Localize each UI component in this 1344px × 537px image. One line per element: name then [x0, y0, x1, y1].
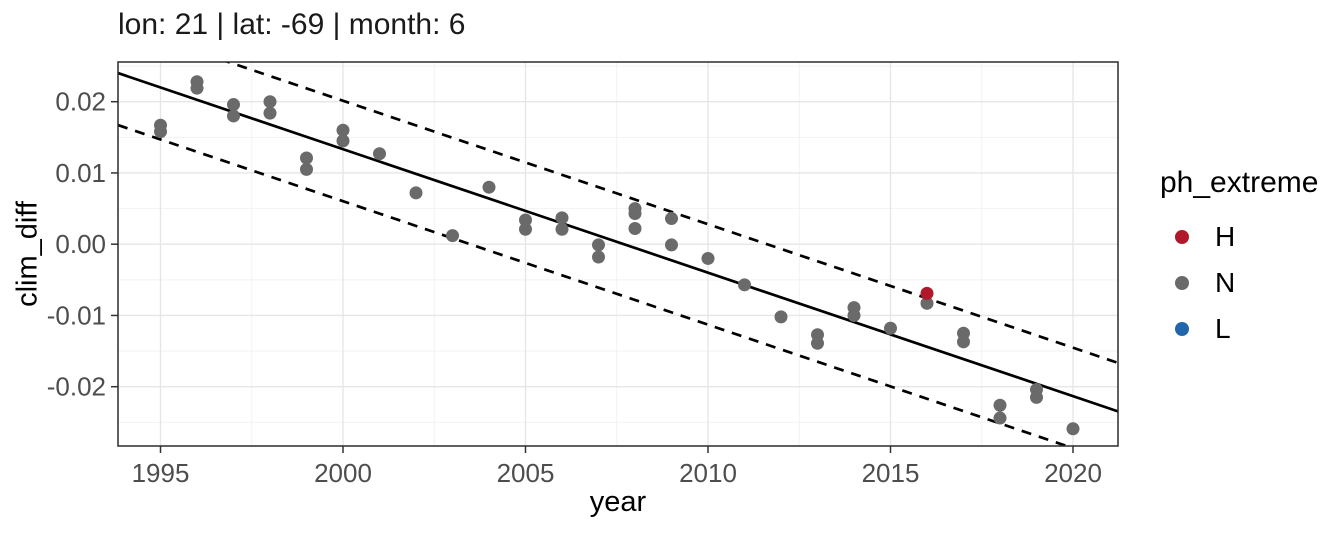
data-point-n: [300, 162, 313, 176]
data-point-n: [847, 308, 861, 322]
data-point-n: [373, 147, 386, 161]
x-tick-label: 2020: [1044, 458, 1102, 488]
data-point-n: [774, 310, 788, 324]
x-tick-label: 1995: [132, 458, 190, 488]
legend-item-n: N: [1160, 260, 1318, 306]
plot-title: lon: 21 | lat: -69 | month: 6: [118, 8, 466, 41]
data-point-n: [1030, 390, 1043, 404]
data-point-n: [555, 211, 569, 225]
data-point-n: [227, 109, 240, 123]
data-point-n: [227, 98, 240, 112]
data-point-n: [993, 398, 1007, 412]
upper-dashed-band-line: [224, 62, 1118, 365]
legend-item-l: L: [1160, 306, 1318, 352]
data-point-n: [628, 222, 642, 236]
data-point-n: [336, 123, 350, 137]
legend-label-h: H: [1215, 221, 1236, 252]
legend-key-l-icon: [1175, 322, 1189, 336]
data-point-n: [701, 251, 715, 265]
legend-key-n-icon: [1175, 276, 1189, 290]
legend-item-h: H: [1160, 214, 1318, 260]
panel-content: [118, 62, 1118, 446]
x-tick-label: 2000: [314, 458, 372, 488]
legend-title: ph_extreme: [1160, 166, 1319, 199]
data-point-n: [1066, 422, 1080, 436]
data-point-n: [993, 411, 1007, 425]
data-point-n: [519, 213, 532, 227]
data-point-n: [884, 321, 897, 335]
panel-background: [118, 62, 1118, 446]
data-point-n: [263, 95, 277, 109]
y-tick-label: -0.01: [47, 300, 106, 330]
data-point-n: [154, 125, 167, 139]
y-tick-label: 0.01: [55, 158, 106, 188]
data-point-n: [811, 336, 824, 350]
legend-label-n: N: [1215, 267, 1236, 298]
legend-key-h-icon: [1175, 230, 1189, 244]
data-point-n: [555, 222, 569, 236]
data-point-n: [920, 296, 934, 310]
x-tick-label: 2015: [862, 458, 920, 488]
data-point-n: [300, 151, 313, 165]
data-point-n: [409, 186, 423, 200]
data-point-n: [190, 81, 204, 95]
data-point-n: [592, 238, 605, 252]
data-point-n: [628, 207, 642, 221]
data-point-n: [263, 106, 277, 120]
data-point-n: [957, 335, 970, 349]
data-point-n: [665, 238, 678, 252]
x-axis-title: year: [589, 486, 647, 518]
legend: ph_extreme H N L: [1160, 166, 1318, 352]
panel-border: [117, 61, 1119, 447]
data-point-n: [665, 212, 678, 226]
trend-line: [118, 71, 1118, 413]
y-axis-title: clim_diff: [11, 201, 44, 307]
y-tick-label: 0.00: [55, 229, 106, 259]
data-point-n: [336, 134, 350, 148]
data-point-n: [592, 250, 605, 264]
data-point-n: [519, 222, 532, 236]
data-point-n: [482, 180, 496, 194]
data-point-h: [920, 286, 934, 300]
y-tick-label: -0.02: [47, 372, 106, 402]
y-tick-label: 0.02: [55, 87, 106, 117]
x-tick-label: 2010: [679, 458, 737, 488]
data-point-n: [738, 278, 751, 292]
data-point-n: [446, 229, 459, 243]
lower-dashed-band-line: [118, 123, 1071, 446]
legend-label-l: L: [1215, 313, 1231, 344]
x-tick-label: 2005: [497, 458, 555, 488]
